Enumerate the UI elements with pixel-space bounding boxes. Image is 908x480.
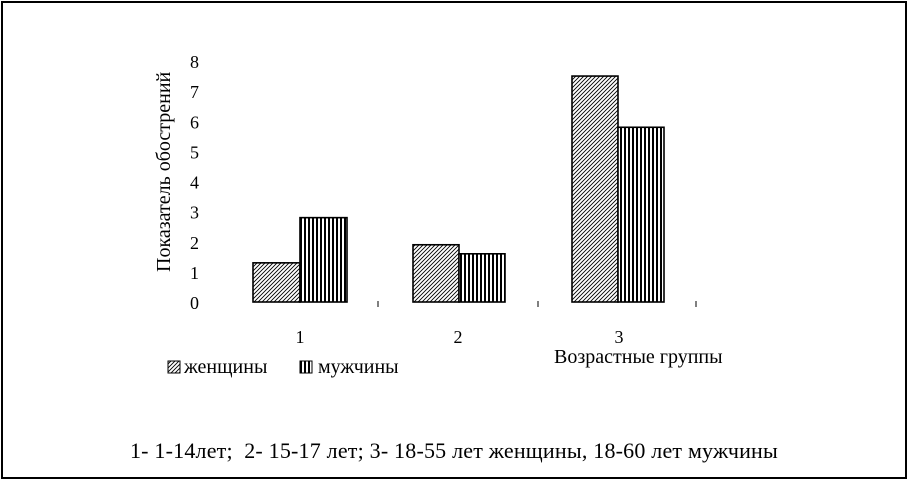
legend-swatch-male — [299, 360, 313, 374]
x-tick-label: 2 — [454, 327, 463, 347]
bar-female-group-2 — [412, 243, 460, 303]
y-tick-label: 1 — [190, 263, 199, 283]
bar-female-group-1 — [252, 262, 301, 303]
y-tick-label: 4 — [190, 173, 199, 193]
y-tick-labels: 0 1 2 3 4 5 6 7 8 — [190, 52, 199, 313]
legend: женщины мужчины — [167, 356, 399, 378]
y-tick-label: 5 — [190, 142, 199, 162]
y-tick-label: 8 — [190, 52, 199, 72]
y-tick-label: 7 — [190, 82, 199, 102]
y-tick-label: 6 — [190, 112, 199, 132]
legend-swatch-female — [167, 360, 181, 374]
x-tick-label: 1 — [296, 327, 305, 347]
bar-female-group-3 — [571, 75, 619, 303]
bar-male-group-1 — [299, 216, 348, 303]
x-tick-labels: 1 2 3 — [296, 327, 624, 347]
y-tick-label: 2 — [190, 233, 199, 253]
bars — [252, 75, 697, 307]
legend-label-female: женщины — [183, 356, 267, 378]
y-tick-label: 0 — [190, 293, 199, 313]
figure-caption: 1- 1-14лет; 2- 15-17 лет; 3- 18-55 лет ж… — [129, 438, 779, 463]
bar-male-group-2 — [458, 253, 506, 303]
y-tick-label: 3 — [190, 203, 199, 223]
y-axis-label: Показатель обострений — [153, 71, 175, 272]
legend-label-male: мужчины — [318, 356, 399, 378]
x-tick-label: 3 — [615, 327, 624, 347]
x-axis-label: Возрастные группы — [554, 346, 723, 368]
bar-male-group-3 — [617, 126, 665, 303]
